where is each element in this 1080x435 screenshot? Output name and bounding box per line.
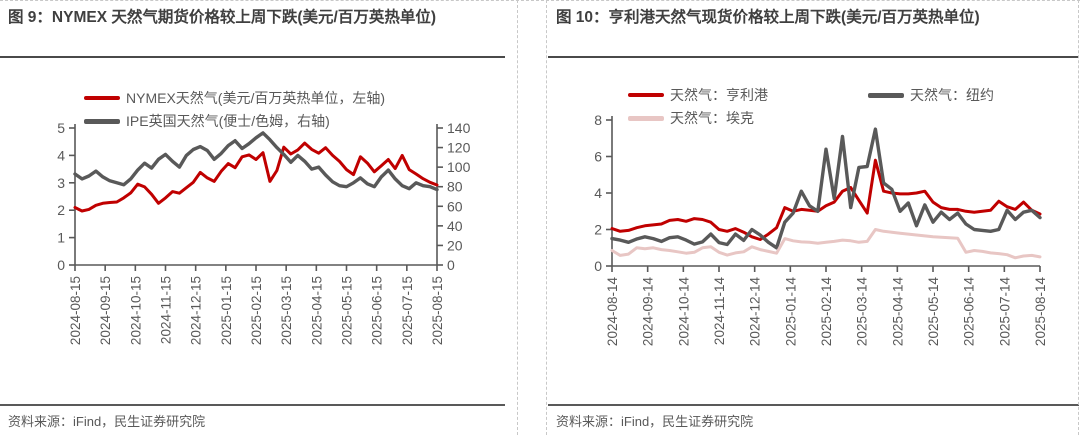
figure-10-title: 图 10：亨利港天然气现货价格较上周下跌(美元/百万英热单位) [556,9,980,26]
svg-text:2025-01-15: 2025-01-15 [219,276,234,345]
svg-text:2025-03-14: 2025-03-14 [855,277,870,347]
legend-swatch-gray [84,118,120,124]
axes [69,124,443,271]
svg-text:2025-06-15: 2025-06-15 [370,276,385,345]
svg-text:2025-07-15: 2025-07-15 [400,276,415,345]
svg-text:2024-09-15: 2024-09-15 [98,276,113,345]
svg-text:4: 4 [594,185,602,201]
legend-label: IPE英国天然气(便士/色姆，右轴) [126,113,330,129]
legend-label: 天然气：纽约 [910,87,994,103]
svg-text:6: 6 [594,149,602,165]
legend-item: 天然气：埃克 [628,108,754,128]
svg-text:120: 120 [447,140,471,156]
figure-9-panel: 图 9：NYMEX 天然气期货价格较上周下跌(美元/百万英热单位) 0 1 2 3 4 5… [0,0,505,435]
svg-text:2024-12-14: 2024-12-14 [748,277,763,347]
svg-text:2: 2 [594,222,602,238]
legend-item: IPE英国天然气(便士/色姆，右轴) [84,111,330,131]
svg-text:2025-04-14: 2025-04-14 [890,277,905,347]
svg-text:2025-03-15: 2025-03-15 [279,276,294,345]
figure-10-chart-canvas: 0 2 4 6 8 2024-08-14 2024-09-14 2024-10-14 2024-… [594,112,1048,346]
figure-10-chart-area: 0 2 4 6 8 2024-08-14 2024-09-14 2024-10-14 2024-… [548,58,1079,404]
figure-9-title: 图 9：NYMEX 天然气期货价格较上周下跌(美元/百万英热单位) [8,9,436,26]
svg-text:5: 5 [57,120,65,136]
svg-text:0: 0 [447,257,455,273]
legend-swatch-gray [868,92,904,98]
figure-9-source: 资料来源：iFind，民生证券研究院 [8,414,206,429]
svg-text:2: 2 [57,202,65,218]
svg-text:2024-08-15: 2024-08-15 [68,276,83,345]
figure-9-title-block: 图 9：NYMEX 天然气期货价格较上周下跌(美元/百万英热单位) [0,0,505,58]
right-edge-dashed-border [1078,0,1079,435]
legend-item: 天然气：纽约 [868,85,994,105]
series-line [610,158,1042,241]
svg-text:2024-10-14: 2024-10-14 [676,277,691,347]
figure-10-source: 资料来源：iFind，民生证券研究院 [556,414,754,429]
svg-text:2024-11-15: 2024-11-15 [159,276,174,344]
series-line [610,127,1042,250]
svg-text:2025-07-14: 2025-07-14 [997,277,1012,347]
svg-text:2024-08-14: 2024-08-14 [605,277,620,347]
svg-text:2025-01-14: 2025-01-14 [783,277,798,347]
svg-text:40: 40 [447,218,463,234]
svg-text:2025-08-14: 2025-08-14 [1033,277,1048,347]
svg-text:2025-06-14: 2025-06-14 [962,277,977,347]
svg-text:2024-11-14: 2024-11-14 [712,277,727,346]
svg-text:80: 80 [447,179,463,195]
figure-9-source-block: 资料来源：iFind，民生证券研究院 [0,404,505,435]
legend-swatch-pink [628,115,664,121]
svg-text:2025-08-15: 2025-08-15 [430,276,445,345]
column-dashed-border-left [517,0,518,435]
axes [606,116,1041,272]
figure-9-chart-area: 0 1 2 3 4 5 0 20 40 60 80 100 120 140 2024-08-15 2024-0… [0,58,505,404]
svg-text:2025-05-15: 2025-05-15 [340,276,355,345]
legend-item: 天然气：亨利港 [628,85,768,105]
axis-tick-labels: 0 2 4 6 8 2024-08-14 2024-09-14 2024-10-14 2024-… [594,112,1048,346]
svg-text:8: 8 [594,112,602,128]
svg-text:2025-04-15: 2025-04-15 [309,276,324,345]
svg-text:4: 4 [57,147,65,163]
svg-text:20: 20 [447,237,463,253]
legend-swatch-red [84,96,120,100]
series-line [73,141,439,213]
legend-label: 天然气：亨利港 [670,87,768,103]
svg-text:2024-10-15: 2024-10-15 [128,276,143,345]
svg-text:2025-02-14: 2025-02-14 [819,277,834,347]
svg-text:2025-02-15: 2025-02-15 [249,276,264,345]
svg-text:2024-12-15: 2024-12-15 [189,276,204,345]
svg-text:2024-09-14: 2024-09-14 [641,277,656,347]
legend-label: 天然气：埃克 [670,110,754,126]
legend-swatch-red [628,93,664,97]
svg-text:100: 100 [447,159,471,175]
legend-item: NYMEX天然气(美元/百万英热单位，左轴) [84,88,385,108]
svg-text:1: 1 [57,230,65,246]
svg-text:140: 140 [447,120,471,136]
series-line [610,228,1042,260]
figure-10-panel: 图 10：亨利港天然气现货价格较上周下跌(美元/百万英热单位) 0 2 4 6 8 202… [548,0,1079,435]
svg-text:0: 0 [594,258,602,274]
figure-10-source-block: 资料来源：iFind，民生证券研究院 [548,404,1079,435]
svg-text:3: 3 [57,175,65,191]
figure-10-title-block: 图 10：亨利港天然气现货价格较上周下跌(美元/百万英热单位) [548,0,1079,58]
column-dashed-border-right [546,0,547,435]
axis-tick-labels: 0 1 2 3 4 5 0 20 40 60 80 100 120 140 2024-08-15 2024-0… [57,120,470,345]
svg-text:60: 60 [447,198,463,214]
svg-text:2025-05-14: 2025-05-14 [926,277,941,347]
svg-text:0: 0 [57,257,65,273]
legend-label: NYMEX天然气(美元/百万英热单位，左轴) [126,90,385,106]
series-line [73,131,439,192]
top-dashed-border [0,0,1080,1]
figure-9-chart-canvas: 0 1 2 3 4 5 0 20 40 60 80 100 120 140 2024-08-15 2024-0… [57,120,470,345]
